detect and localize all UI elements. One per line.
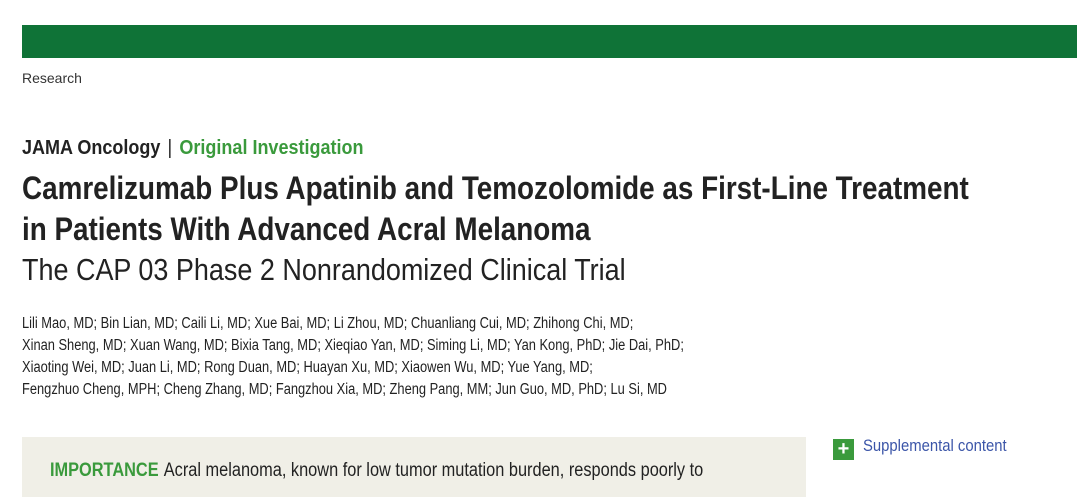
- article-title-line-2: in Patients With Advanced Acral Melanoma: [22, 211, 591, 247]
- article-type: Original Investigation: [179, 137, 364, 159]
- journal-header-bar: [22, 25, 1077, 58]
- article-subtitle: The CAP 03 Phase 2 Nonrandomized Clinica…: [22, 252, 626, 287]
- author-line: Xiaoting Wei, MD; Juan Li, MD; Rong Duan…: [22, 359, 593, 376]
- supplemental-content-link[interactable]: + Supplemental content: [833, 433, 1023, 460]
- author-line: Fengzhuo Cheng, MPH; Cheng Zhang, MD; Fa…: [22, 381, 667, 398]
- author-line: Lili Mao, MD; Bin Lian, MD; Caili Li, MD…: [22, 315, 634, 332]
- importance-label: IMPORTANCE: [50, 460, 159, 481]
- author-line: Xinan Sheng, MD; Xuan Wang, MD; Bixia Ta…: [22, 337, 684, 354]
- importance-text: Acral melanoma, known for low tumor muta…: [163, 460, 704, 481]
- plus-icon: +: [833, 439, 854, 460]
- section-label: Research: [22, 70, 82, 86]
- journal-name: JAMA Oncology: [22, 137, 161, 159]
- abstract-importance: IMPORTANCE Acral melanoma, known for low …: [50, 460, 703, 482]
- separator: |: [167, 137, 173, 159]
- journal-line: JAMA Oncology | Original Investigation: [22, 137, 363, 160]
- article-title-line-1: Camrelizumab Plus Apatinib and Temozolom…: [22, 170, 969, 206]
- supplemental-content-label[interactable]: Supplemental content: [863, 437, 1007, 455]
